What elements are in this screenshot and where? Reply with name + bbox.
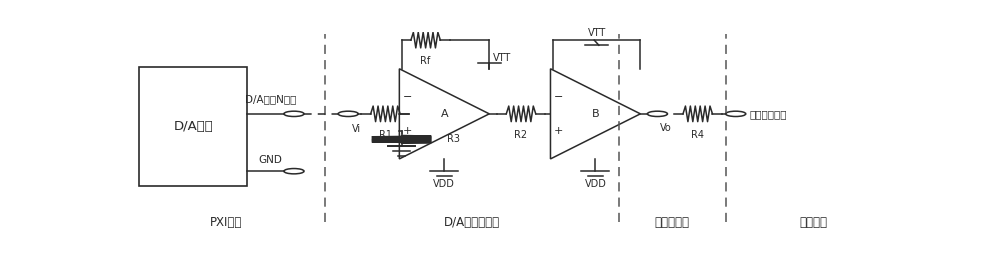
Text: Vi: Vi [352,124,361,134]
Text: VTT: VTT [587,28,606,38]
Text: −: − [554,92,563,102]
Text: GND: GND [259,155,283,165]
Circle shape [338,111,358,117]
Text: VDD: VDD [584,179,606,189]
Text: 参数定义接点: 参数定义接点 [750,109,787,119]
Bar [139,67,247,186]
Text: Rf: Rf [420,56,431,66]
Text: D/A通道N输出: D/A通道N输出 [245,95,296,105]
Circle shape [284,169,304,174]
Text: +: + [554,126,563,136]
Text: PXI仪器: PXI仪器 [210,215,242,228]
Text: −: − [403,92,412,102]
Text: R2: R2 [514,130,528,140]
Text: VTT: VTT [493,53,511,63]
Text: D/A调理子模块: D/A调理子模块 [444,215,500,228]
Text: R1: R1 [379,130,392,140]
Text: R4: R4 [691,130,704,140]
Text: 遥测系统: 遥测系统 [799,215,827,228]
Text: A: A [440,109,448,119]
Text: +: + [403,126,412,136]
Text: Vo: Vo [660,123,672,133]
Circle shape [647,111,668,117]
Text: R3: R3 [447,134,460,144]
Circle shape [284,111,304,117]
Circle shape [726,111,746,117]
Text: B: B [592,109,599,119]
Text: D/A板卡: D/A板卡 [173,120,213,133]
Text: VDD: VDD [433,179,455,189]
Text: 接口适配器: 接口适配器 [655,215,690,228]
